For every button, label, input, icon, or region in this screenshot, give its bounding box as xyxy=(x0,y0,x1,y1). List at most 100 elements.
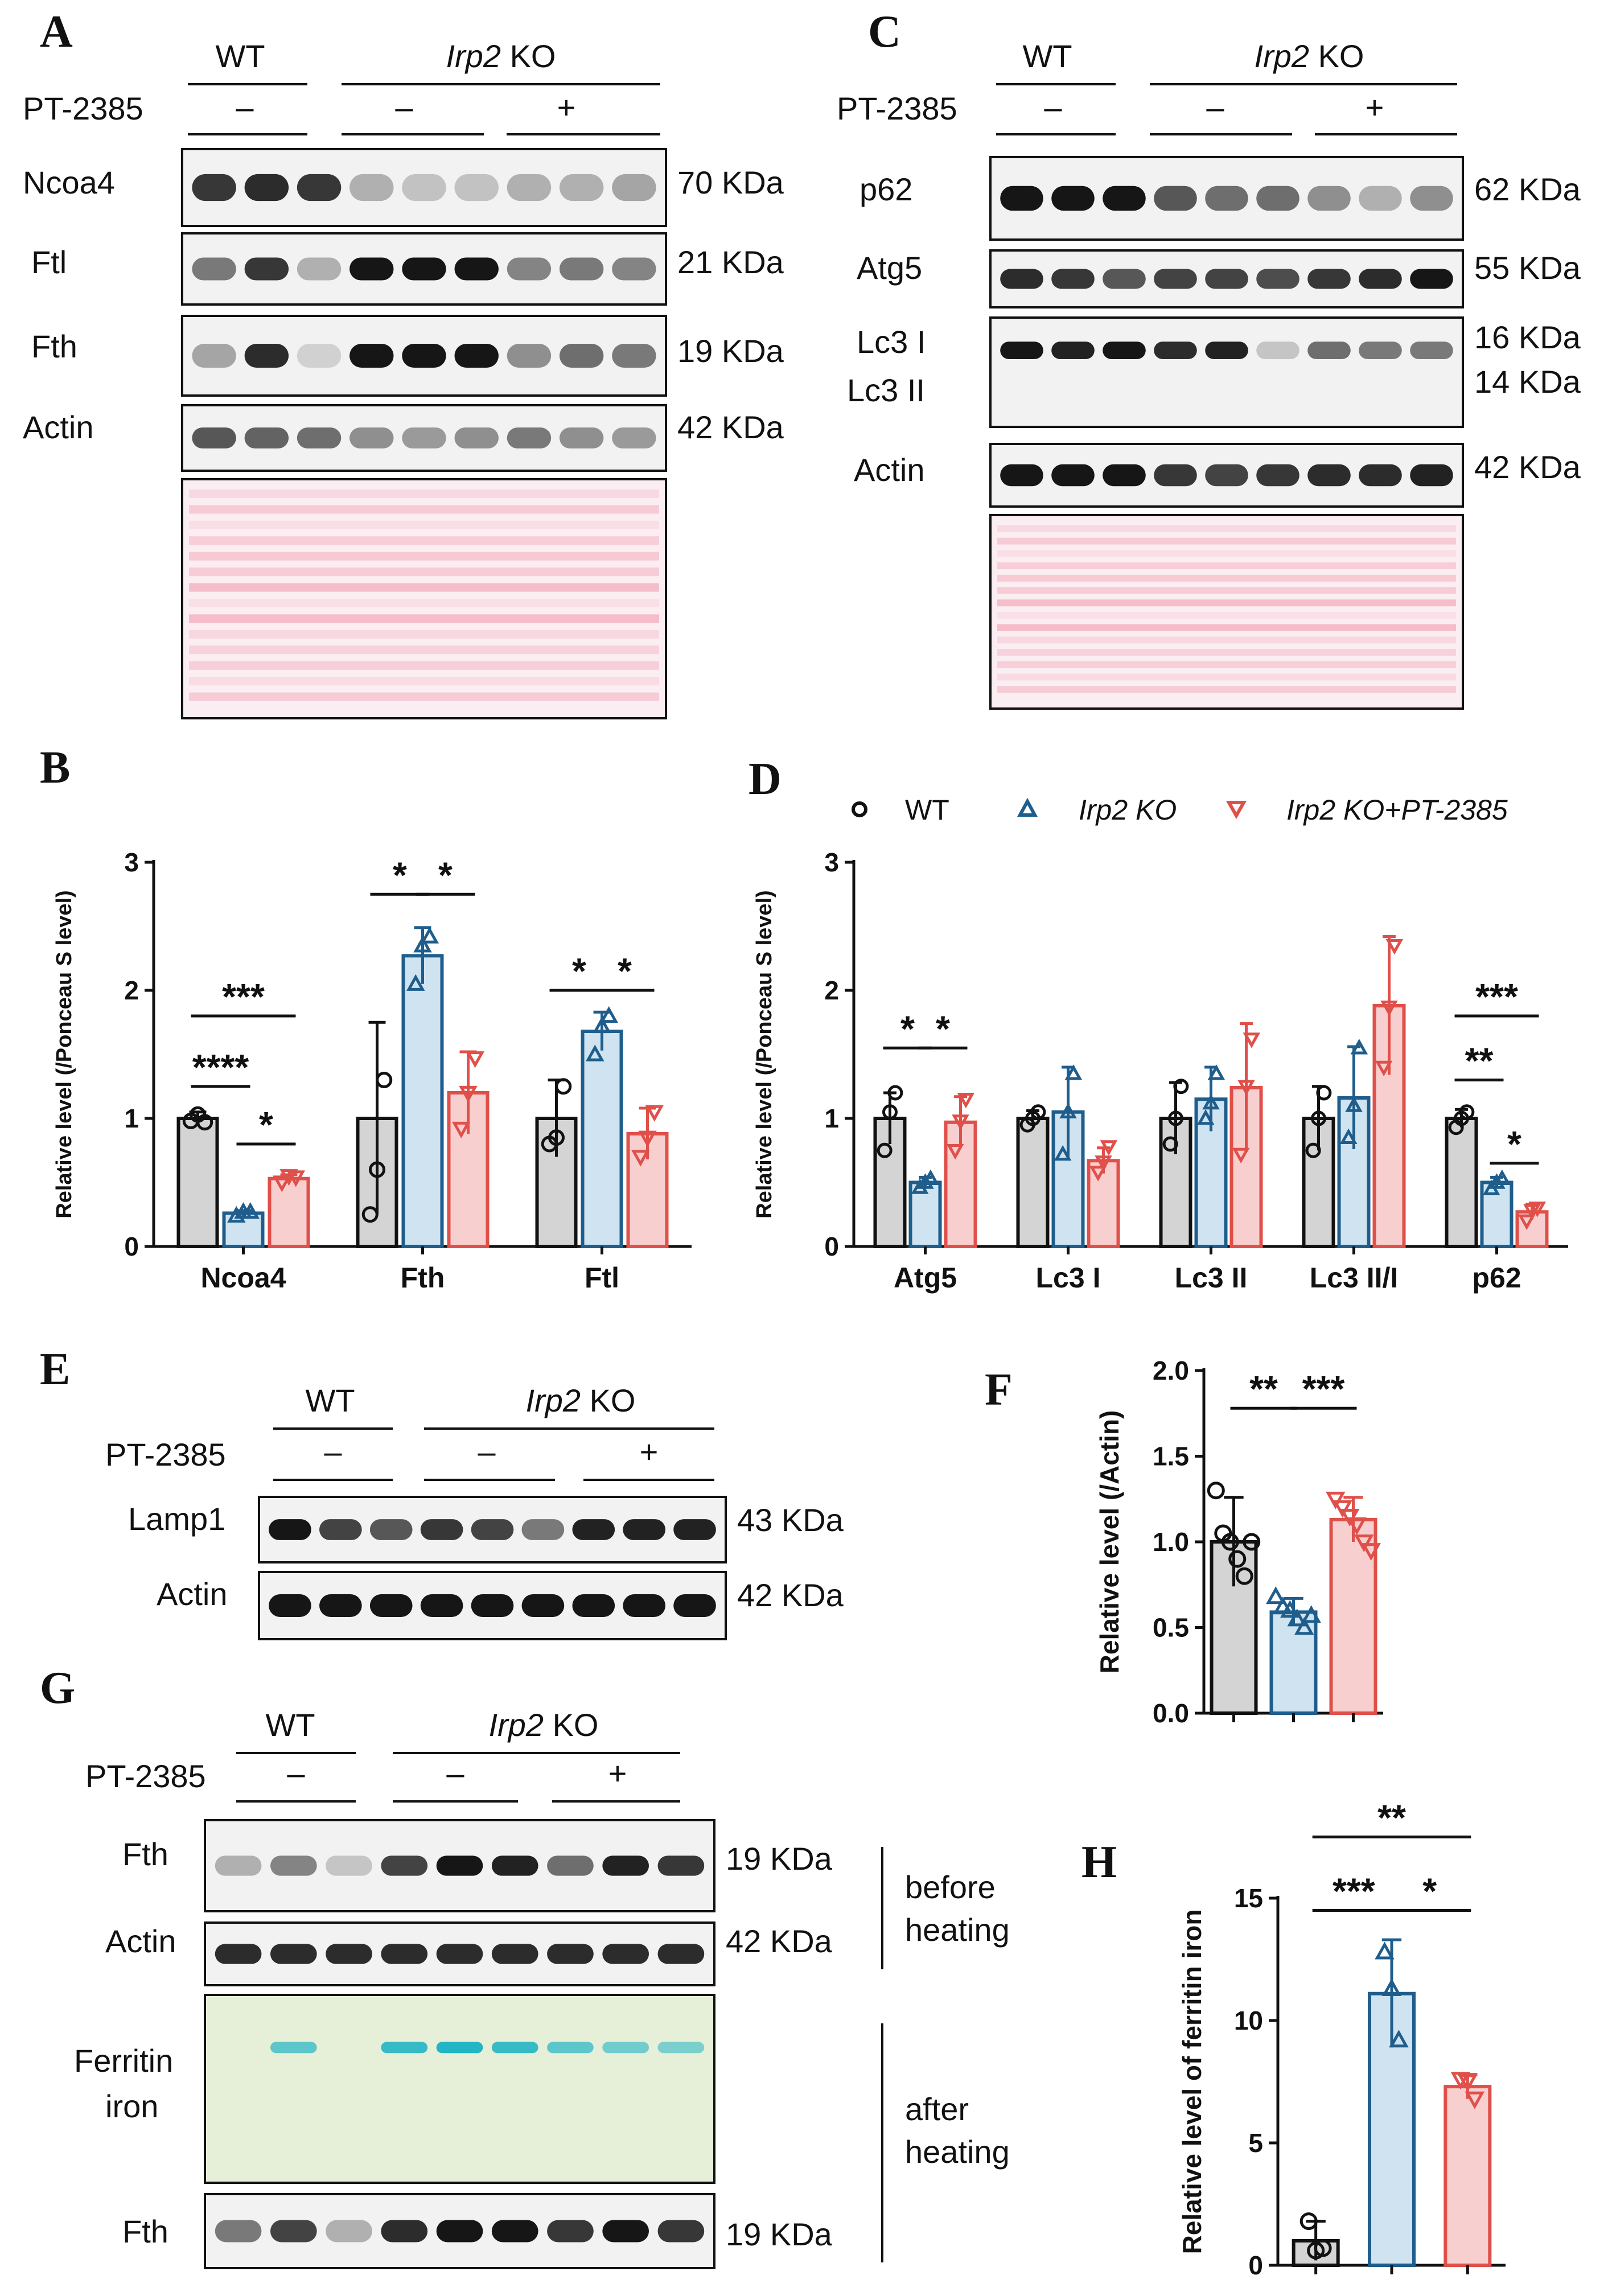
blot-e-lamp1-band xyxy=(420,1519,463,1540)
data-point xyxy=(227,1205,246,1223)
data-point xyxy=(1488,1173,1506,1189)
blot-g-fth-band xyxy=(326,1855,372,1876)
label-p62: p62 xyxy=(859,171,912,207)
panel-label-h: H xyxy=(1081,1837,1117,1887)
header-wt: WT xyxy=(1022,38,1072,74)
bar xyxy=(1329,1517,1377,1715)
blot-g-ferritin-iron-band xyxy=(657,2042,705,2054)
blot-a-fth-band xyxy=(612,344,656,368)
data-point xyxy=(1054,1145,1072,1161)
blot-c-lc3-band xyxy=(1000,341,1043,359)
ponceau-a-lane-band xyxy=(189,552,659,561)
ponceau-a xyxy=(181,478,667,719)
blot-a-actin-band xyxy=(192,427,236,448)
significance-label: *** xyxy=(1333,1871,1375,1912)
data-point xyxy=(882,1104,898,1120)
blot-a-ftl-band xyxy=(402,257,446,281)
minus-wt: – xyxy=(236,89,254,125)
blot-a-ncoa4-band xyxy=(559,174,604,201)
data-point xyxy=(586,1044,604,1061)
data-point xyxy=(1389,2030,1409,2048)
data-point xyxy=(1196,1109,1215,1125)
significance-label: * xyxy=(1422,1871,1437,1912)
header-irp2-ko: Irp2 KO xyxy=(446,38,556,74)
data-point xyxy=(1350,1039,1368,1055)
label-actin: Actin xyxy=(157,1576,228,1612)
legend-marker-wt xyxy=(852,801,867,817)
blot-c-p62-band xyxy=(1307,186,1351,211)
chart-d: 0 1 2 3 Relative level (/Ponceau S level) Atg… xyxy=(752,847,1568,1294)
data-point xyxy=(1340,1508,1360,1526)
y-tick-label: 0 xyxy=(124,1232,139,1261)
legend-ko: Irp2 KO xyxy=(1079,794,1177,826)
blot-a-ftl-band xyxy=(349,257,394,281)
label-atg5: Atg5 xyxy=(857,250,922,286)
ponceau-c-lane-band xyxy=(997,661,1456,668)
blot-a-ncoa4-band xyxy=(454,174,499,201)
data-point xyxy=(1232,1147,1250,1164)
blot-c-actin-band xyxy=(1307,464,1351,487)
y-tick-label: 0 xyxy=(824,1232,839,1261)
data-point xyxy=(1347,1517,1367,1536)
label-lc3-i: Lc3 I xyxy=(857,324,926,360)
chart-f: 0.0 0.5 1.0 1.5 2.0 Relative level (/Actin) **… xyxy=(1095,1356,1383,1728)
kda-ftl: 21 KDa xyxy=(677,244,784,280)
panel-label-a: A xyxy=(40,7,73,57)
drug-label: PT-2385 xyxy=(105,1437,226,1472)
blot-e-lamp1-band xyxy=(269,1519,311,1540)
data-point xyxy=(406,974,425,991)
data-point xyxy=(413,936,432,953)
blot-a-ncoa4-band xyxy=(612,174,656,201)
blot-g-actin-band xyxy=(326,1944,372,1964)
kda-fth: 19 KDa xyxy=(677,333,784,369)
data-point xyxy=(599,1006,618,1023)
data-point xyxy=(1311,1110,1326,1126)
data-point xyxy=(1100,1140,1118,1156)
ponceau-c-lane-band xyxy=(997,587,1456,594)
blot-g-ferritin-iron xyxy=(204,1994,715,2184)
bar xyxy=(581,1030,623,1248)
ponceau-a-frame xyxy=(181,478,667,719)
label-actin: Actin xyxy=(854,452,925,488)
blot-e-actin-band xyxy=(369,1594,413,1618)
header-irp2-ko: Irp2 KO xyxy=(489,1707,599,1743)
blot-a-fth-band xyxy=(454,344,499,368)
blot-a-fth-band xyxy=(402,344,446,368)
data-point xyxy=(887,1085,903,1101)
ponceau-c-lane-band xyxy=(997,537,1456,545)
blot-a-actin-band xyxy=(402,427,446,448)
panel-label-f: F xyxy=(985,1365,1013,1415)
data-point xyxy=(1459,1104,1475,1120)
blot-a-actin-band xyxy=(507,427,552,448)
blot-e-lamp1-band xyxy=(572,1519,615,1540)
significance-label: * xyxy=(259,1104,273,1145)
data-point xyxy=(196,1114,213,1131)
data-point xyxy=(957,1092,975,1109)
data-point xyxy=(361,1206,379,1223)
blot-a-ftl-band xyxy=(559,257,604,281)
blot-a-ncoa4-band xyxy=(297,174,342,201)
blot-g-fth xyxy=(204,1819,715,1912)
bar xyxy=(1444,2085,1492,2268)
data-point xyxy=(1458,2074,1478,2092)
y-tick-label: 10 xyxy=(1234,2006,1263,2035)
blot-a-actin-band xyxy=(559,427,604,448)
data-point xyxy=(1517,1214,1536,1231)
blot-a-actin xyxy=(181,404,667,472)
header-wt: WT xyxy=(215,38,265,74)
blot-c-atg5-band xyxy=(1103,269,1146,289)
legend-ko-pt: Irp2 KO+PT-2385 xyxy=(1286,794,1508,826)
kda-actin: 42 KDa xyxy=(1474,449,1581,485)
blot-g-fth-band xyxy=(602,1855,649,1876)
label-fth: Fth xyxy=(122,1836,168,1872)
ponceau-c-lane-band xyxy=(997,525,1456,532)
blot-g-ferritin-iron-band xyxy=(381,2042,428,2054)
blot-e-actin xyxy=(258,1571,727,1640)
significance-label: ** xyxy=(1465,1040,1494,1081)
ponceau-c-lane-band xyxy=(997,599,1456,607)
blot-g-ferritin-iron-band xyxy=(491,2042,538,2054)
panel-label-g: G xyxy=(40,1663,75,1713)
data-point xyxy=(1221,1533,1239,1551)
blot-c-atg5-band xyxy=(1205,269,1248,289)
